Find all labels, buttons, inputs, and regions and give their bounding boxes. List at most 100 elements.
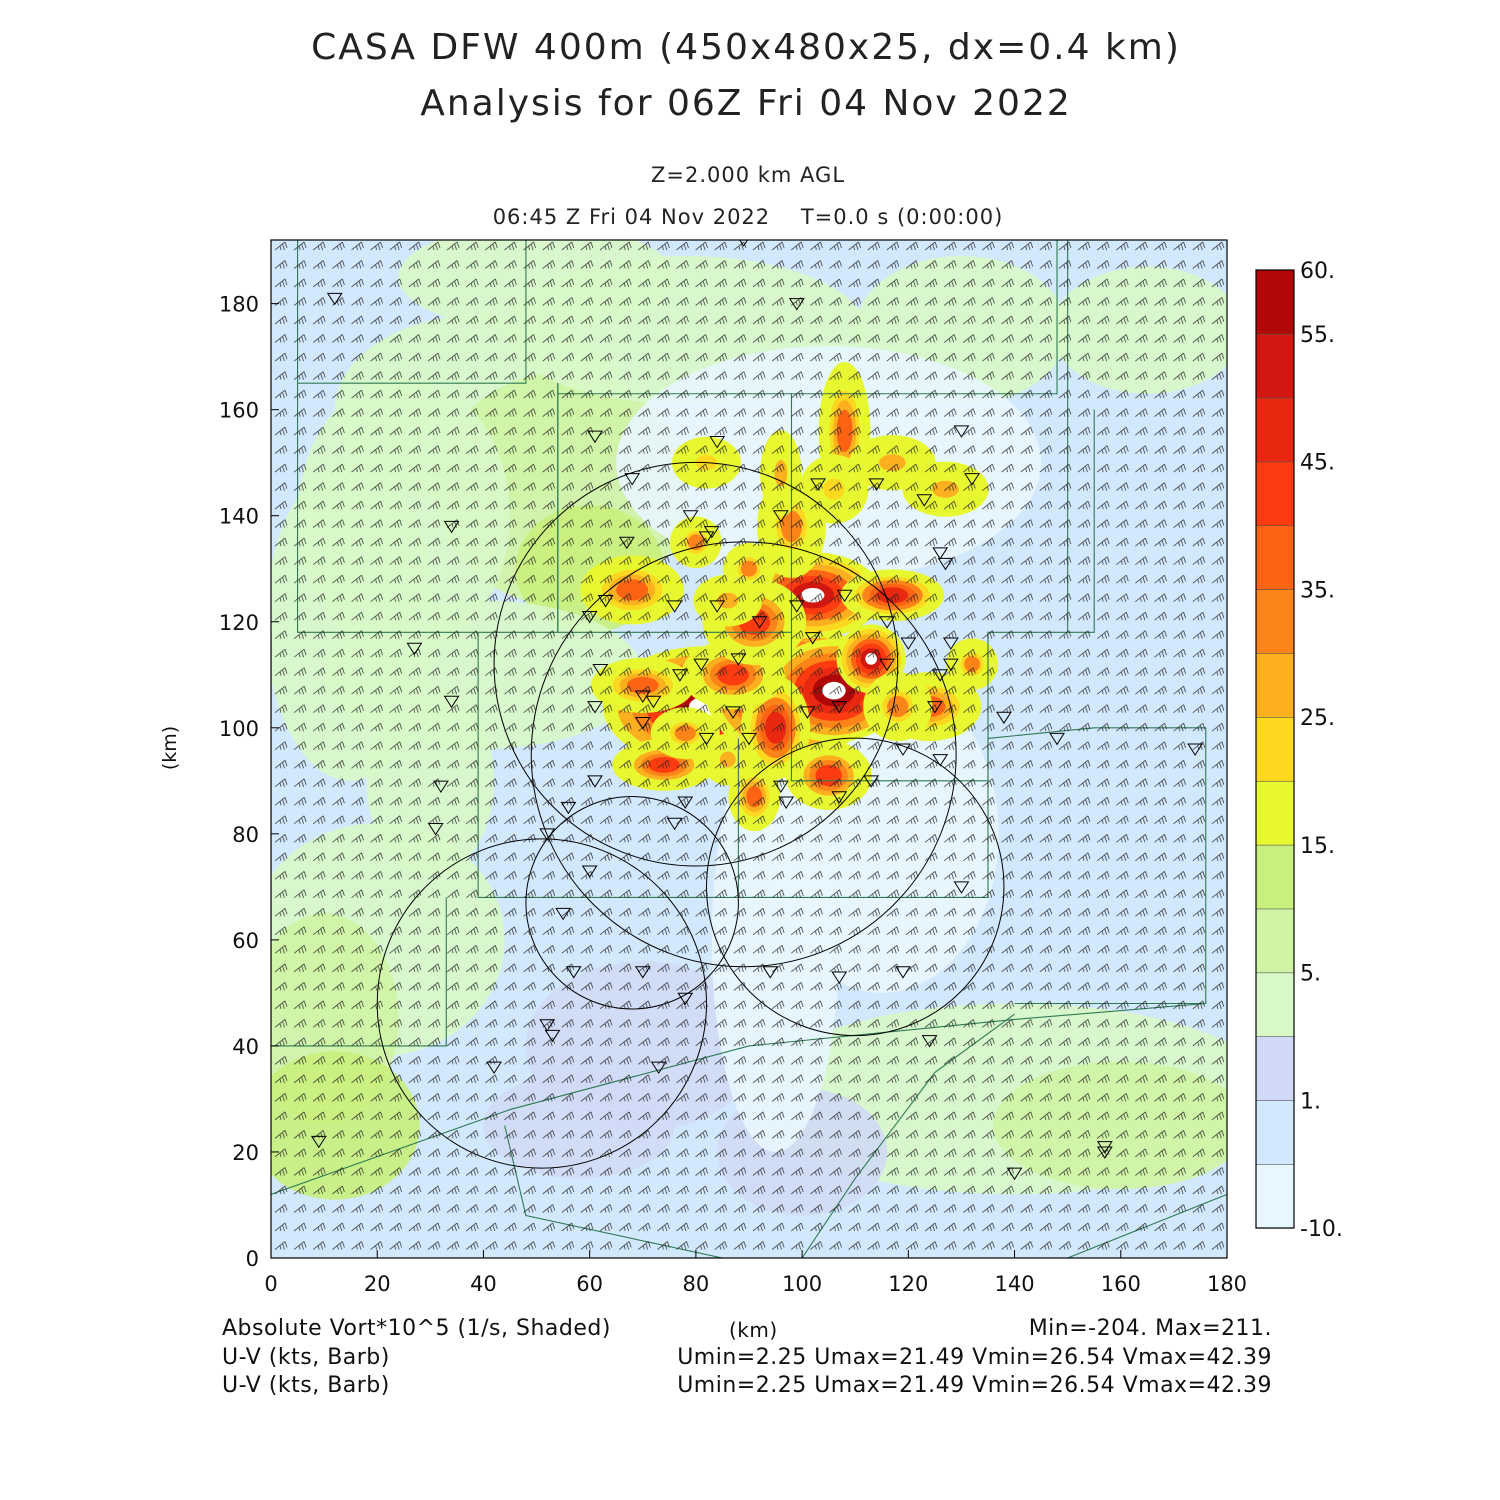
y-tick-label: 120 (219, 611, 259, 635)
station-marker (831, 701, 848, 714)
county-boundary (791, 240, 1058, 395)
station-marker (942, 658, 959, 672)
station-marker (565, 966, 582, 979)
colorbar-label: 45. (1300, 451, 1335, 476)
station-marker (666, 600, 683, 613)
station-marker (698, 531, 715, 544)
y-tick-label: 80 (232, 823, 259, 847)
station-marker (879, 616, 895, 629)
station-marker (709, 435, 726, 449)
station-marker (831, 971, 848, 984)
station-marker (772, 510, 789, 523)
station-marker (932, 547, 949, 560)
station-marker (443, 695, 460, 709)
station-marker (486, 1061, 502, 1075)
station-marker (725, 706, 741, 719)
vorticity-core (650, 707, 720, 759)
y-tick-label: 160 (219, 399, 259, 423)
radar-range-ring (525, 796, 739, 1010)
station-marker (772, 780, 789, 794)
x-tick-label: 20 (364, 1272, 391, 1296)
colorbar-label: 35. (1300, 578, 1335, 603)
station-marker (693, 658, 710, 672)
station-marker (581, 610, 598, 624)
county-boundary (504, 1125, 723, 1258)
station-marker (900, 637, 917, 650)
station-marker (634, 716, 651, 730)
station-marker (788, 600, 805, 613)
station-marker (703, 526, 720, 539)
y-tick-label: 20 (232, 1141, 259, 1165)
station-marker (539, 1019, 556, 1032)
station-marker (895, 966, 911, 979)
y-tick-label: 40 (232, 1035, 259, 1059)
y-tick-label: 180 (219, 293, 259, 317)
station-marker (433, 780, 449, 794)
station-marker (788, 298, 805, 311)
colorbar-swatch (1255, 1163, 1295, 1229)
y-tick-label: 100 (219, 717, 259, 741)
station-marker (1096, 1146, 1113, 1159)
x-tick-label: 140 (995, 1272, 1035, 1296)
x-tick-label: 80 (683, 1272, 710, 1296)
station-marker (778, 796, 795, 809)
x-tick-label: 40 (470, 1272, 497, 1296)
station-marker (645, 695, 662, 709)
station-marker (836, 589, 853, 603)
colorbar-swatch (1255, 589, 1295, 654)
station-marker (751, 616, 768, 629)
station-marker (597, 595, 614, 608)
station-marker (666, 817, 683, 831)
station-marker (932, 754, 949, 767)
station-marker (560, 801, 577, 815)
station-marker (953, 881, 970, 894)
station-marker (634, 966, 651, 979)
county-boundary (790, 409, 1095, 782)
station-marker (310, 1135, 327, 1149)
station-marker (1006, 1167, 1023, 1181)
colorbar-swatch (1255, 1036, 1295, 1101)
shading-region (398, 240, 675, 331)
shading-region (1025, 462, 1217, 675)
time-label: 06:45 Z Fri 04 Nov 2022 T=0.0 s (0:00:00… (492, 205, 1004, 229)
uv-stats-2: Umin=2.25 Umax=21.49 Vmin=26.54 Vmax=42.… (677, 1373, 1272, 1398)
station-marker (996, 711, 1012, 725)
vorticity-core (590, 657, 695, 713)
y-tick-label: 140 (219, 505, 259, 529)
station-marker (730, 653, 747, 666)
station-marker (831, 791, 848, 804)
station-marker (443, 520, 460, 534)
radar-range-ring (530, 541, 957, 968)
station-marker (921, 1035, 938, 1048)
colorbar-label: 5. (1300, 962, 1321, 987)
colorbar-swatch (1255, 269, 1295, 335)
station-marker (587, 430, 603, 444)
station-marker (427, 823, 444, 836)
county-boundary (297, 240, 527, 384)
chart-title-line2: Analysis for 06Z Fri 04 Nov 2022 (420, 83, 1072, 124)
colorbar-swatch (1255, 333, 1295, 399)
colorbar-frame (1255, 269, 1295, 1229)
station-marker (1049, 732, 1065, 746)
colorbar-label: 55. (1300, 323, 1335, 348)
station-marker (741, 732, 757, 746)
colorbar-swatch (1255, 461, 1295, 527)
barb-legend-2: U-V (kts, Barb) (222, 1373, 390, 1398)
station-marker (937, 557, 954, 571)
county-boundary (271, 1002, 1206, 1195)
station-marker (932, 669, 949, 682)
colorbar-label: 25. (1300, 706, 1335, 731)
station-marker (326, 292, 343, 306)
station-marker (895, 743, 911, 756)
colorbar-label: -10. (1300, 1217, 1343, 1242)
station-marker (677, 796, 694, 809)
x-tick-label: 180 (1207, 1272, 1247, 1296)
station-marker (618, 536, 635, 550)
colorbar-swatch (1255, 397, 1295, 463)
station-marker (587, 701, 603, 714)
chart-title-line1: CASA DFW 400m (450x480x25, dx=0.4 km) (311, 27, 1181, 68)
station-marker (799, 706, 816, 719)
shading-region (993, 1061, 1227, 1190)
